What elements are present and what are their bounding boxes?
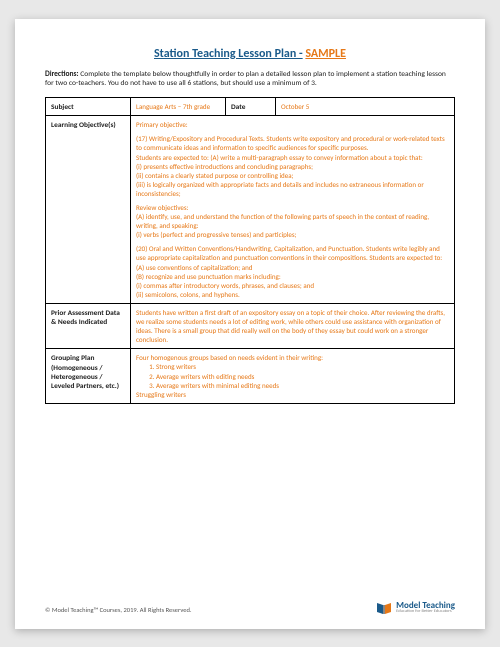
date-value: October 5 bbox=[276, 98, 455, 116]
obj-p5: (ii) contains a clearly stated purpose o… bbox=[136, 171, 449, 180]
obj-p2: (17) Writing/Expository and Procedural T… bbox=[136, 134, 449, 152]
document-page: Station Teaching Lesson Plan - SAMPLE Di… bbox=[15, 19, 485, 629]
page-footer: © Model Teaching™ Courses, 2019. All Rig… bbox=[45, 601, 455, 615]
subject-label: Subject bbox=[46, 98, 131, 116]
directions-body: Complete the template below thoughtfully… bbox=[45, 70, 446, 89]
book-icon bbox=[376, 601, 392, 615]
grouping-intro: Four homogenous groups based on needs ev… bbox=[136, 353, 449, 362]
grouping-list: Strong writers Average writers with edit… bbox=[156, 362, 449, 389]
copyright-text: © Model Teaching™ Courses, 2019. All Rig… bbox=[45, 606, 192, 614]
grouping-last: Struggling writers bbox=[136, 390, 449, 399]
prior-content: Students have written a first draft of a… bbox=[131, 303, 455, 348]
title-sample: SAMPLE bbox=[305, 47, 346, 61]
brand-logo: Model Teaching Education for Better Educ… bbox=[376, 601, 455, 615]
logo-sub: Education for Better Educators bbox=[396, 610, 455, 615]
logo-text: Model Teaching Education for Better Educ… bbox=[396, 601, 455, 615]
date-label: Date bbox=[226, 98, 276, 116]
page-title: Station Teaching Lesson Plan - SAMPLE bbox=[45, 47, 455, 62]
obj-p6: (iii) is logically organized with approp… bbox=[136, 180, 449, 198]
obj-p4: (i) presents effective introductions and… bbox=[136, 162, 449, 171]
table-row: Learning Objective(s) Primary objective:… bbox=[46, 116, 455, 304]
obj-r3: (i) verbs (perfect and progressive tense… bbox=[136, 230, 449, 239]
table-row: Prior Assessment Data & Needs Indicated … bbox=[46, 303, 455, 348]
directions-text: Directions: Complete the template below … bbox=[45, 70, 455, 90]
obj-c5: (ii) semicolons, colons, and hyphens. bbox=[136, 290, 449, 299]
directions-label: Directions: bbox=[45, 70, 79, 79]
prior-label: Prior Assessment Data & Needs Indicated bbox=[46, 303, 131, 348]
grouping-label: Grouping Plan (Homogeneous / Heterogeneo… bbox=[46, 349, 131, 403]
obj-c1: (20) Oral and Written Conventions/Handwr… bbox=[136, 244, 449, 262]
table-row: Subject Language Arts – 7th grade Date O… bbox=[46, 98, 455, 116]
lesson-plan-table: Subject Language Arts – 7th grade Date O… bbox=[45, 97, 455, 404]
table-row: Grouping Plan (Homogeneous / Heterogeneo… bbox=[46, 349, 455, 403]
list-item: Average writers with minimal editing nee… bbox=[156, 381, 449, 390]
obj-primary-head: Primary objective: bbox=[136, 120, 449, 129]
title-main: Station Teaching Lesson Plan - bbox=[154, 47, 303, 61]
list-item: Strong writers bbox=[156, 362, 449, 371]
obj-p3: Students are expected to: (A) write a mu… bbox=[136, 153, 449, 162]
subject-value: Language Arts – 7th grade bbox=[131, 98, 226, 116]
objectives-label: Learning Objective(s) bbox=[46, 116, 131, 304]
obj-r2: (A) identify, use, and understand the fu… bbox=[136, 212, 449, 230]
list-item: Average writers with editing needs bbox=[156, 372, 449, 381]
obj-c2: (A) use conventions of capitalization; a… bbox=[136, 263, 449, 272]
obj-c3: (B) recognize and use punctuation marks … bbox=[136, 272, 449, 281]
obj-review-head: Review objectives: bbox=[136, 203, 449, 212]
obj-c4: (i) commas after introductory words, phr… bbox=[136, 281, 449, 290]
grouping-content: Four homogenous groups based on needs ev… bbox=[131, 349, 455, 403]
objectives-content: Primary objective: (17) Writing/Exposito… bbox=[131, 116, 455, 304]
